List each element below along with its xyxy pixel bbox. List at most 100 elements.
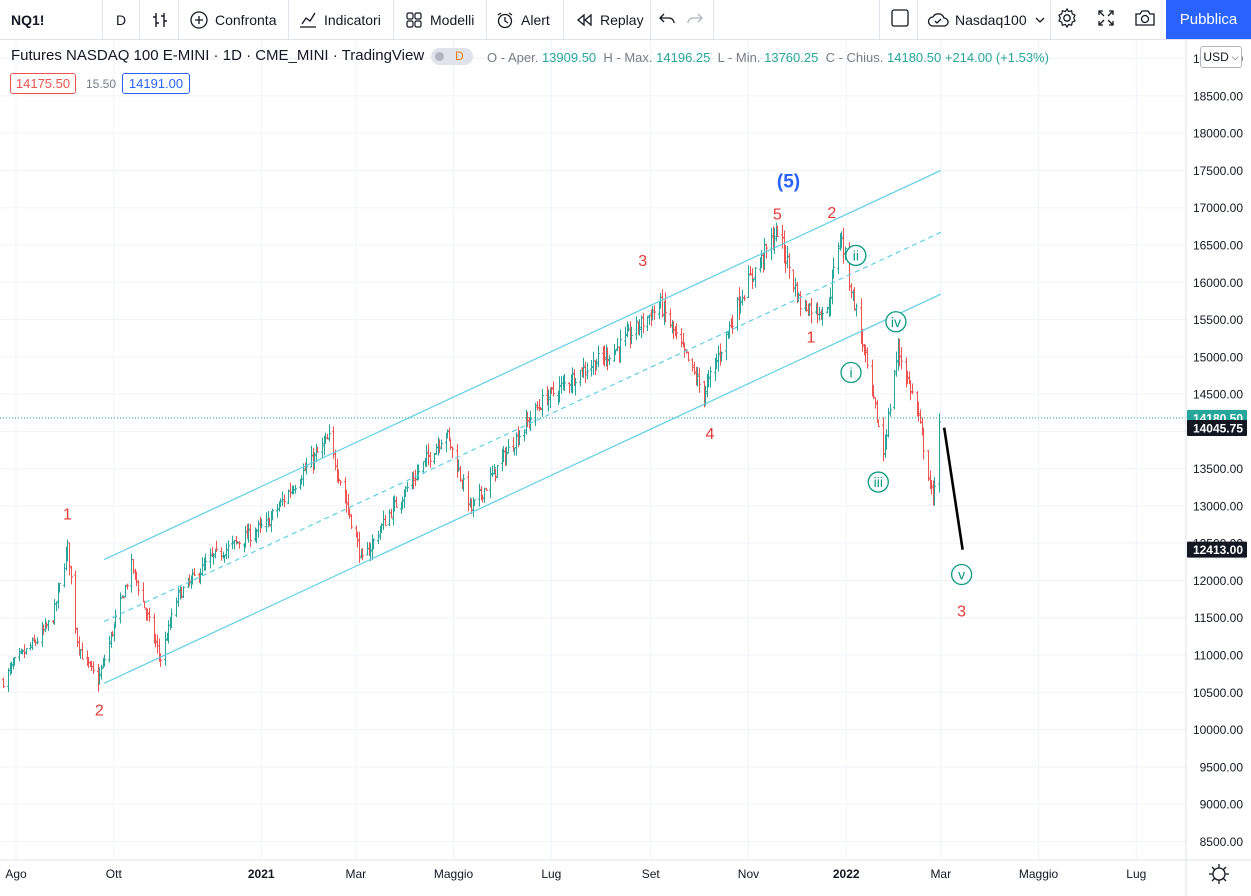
time-tick-label: Lug <box>1126 867 1146 881</box>
ohlc-bar <box>855 303 858 317</box>
symbol-search-button[interactable]: NQ1! <box>11 0 44 39</box>
channel-middle-line[interactable] <box>103 231 942 622</box>
ohlc-bar <box>31 637 34 651</box>
close-label: C - Chius. <box>825 50 884 65</box>
ohlc-bar <box>749 266 752 276</box>
ohlc-bar <box>98 667 101 685</box>
ohlc-bar <box>739 296 742 314</box>
ohlc-bar <box>283 494 286 508</box>
ohlc-bar <box>191 568 194 585</box>
ohlc-bar <box>92 661 95 674</box>
price-tick-label: 13000.00 <box>1193 499 1243 513</box>
ohlc-bar <box>45 621 48 629</box>
publish-button[interactable]: Pubblica <box>1166 0 1251 39</box>
time-tick-label: Maggio <box>1019 867 1059 881</box>
indicators-label: Indicatori <box>324 11 381 28</box>
ohlc-bar <box>720 351 723 362</box>
time-axis-settings-button[interactable] <box>1209 864 1229 884</box>
ohlc-bar <box>794 277 797 297</box>
wave-label: 2 <box>827 205 836 222</box>
ohlc-bar <box>864 344 867 363</box>
cloud-icon <box>927 10 949 30</box>
close-value: 14180.50 <box>887 50 942 65</box>
low-value: 13760.25 <box>764 50 819 65</box>
ohlc-bar <box>715 353 718 370</box>
undo-button[interactable] <box>657 0 677 39</box>
ohlc-bar <box>380 523 383 534</box>
ohlc-bar <box>236 541 239 544</box>
time-tick-label: Maggio <box>434 867 474 881</box>
ohlc-bar <box>473 499 476 507</box>
ohlc-bar <box>440 439 443 450</box>
channel-lower-line[interactable] <box>103 293 942 684</box>
ohlc-bar <box>763 238 766 270</box>
price-tick-label: 17000.00 <box>1193 201 1243 215</box>
layout-menu-button[interactable]: Nasdaq100 <box>927 0 1045 39</box>
templates-button[interactable]: Modelli <box>404 0 474 39</box>
ohlc-bar <box>2 677 5 689</box>
ohlc-bar <box>142 582 145 602</box>
buy-price-button[interactable]: 14191.00 <box>122 73 190 94</box>
open-value: 13909.50 <box>541 50 597 65</box>
ohlc-bar <box>137 580 140 596</box>
ohlc-bar <box>754 267 757 288</box>
time-tick-label: Lug <box>541 867 561 881</box>
ohlc-bar <box>810 298 813 324</box>
alarm-clock-icon <box>495 10 515 30</box>
chart-type-button[interactable] <box>150 0 176 39</box>
redo-button[interactable] <box>685 0 705 39</box>
wave-label: ii <box>853 247 859 263</box>
ohlc-bar <box>449 439 452 450</box>
rewind-icon <box>574 10 594 30</box>
ohlc-bar <box>893 370 896 410</box>
wave-label: 1 <box>807 330 816 347</box>
layout-name: Nasdaq100 <box>955 11 1027 28</box>
ohlc-bar <box>826 306 829 314</box>
open-label: O - Aper. <box>487 50 539 65</box>
redo-icon <box>685 8 705 31</box>
currency-selector[interactable]: USD ⌵ <box>1200 46 1242 68</box>
ohlc-bar <box>384 514 387 527</box>
ohlc-bar <box>776 225 779 238</box>
ohlc-bar <box>429 452 432 468</box>
data-status-badge[interactable]: D <box>431 48 473 65</box>
snapshot-button[interactable] <box>1134 0 1156 39</box>
projection-trend-line[interactable] <box>942 427 964 550</box>
ohlc-bar <box>289 482 292 499</box>
ohlc-bar <box>204 553 207 571</box>
ohlc-bar <box>895 351 898 377</box>
compare-button[interactable]: Confronta <box>189 0 276 39</box>
settings-button[interactable] <box>1056 0 1078 39</box>
wave-label: 4 <box>706 426 715 443</box>
ohlc-bar <box>526 412 529 428</box>
ohlc-bar <box>638 319 641 336</box>
ohlc-bar <box>614 349 617 355</box>
ohlc-bar <box>616 337 619 352</box>
alert-button[interactable]: Alert <box>495 0 550 39</box>
ohlc-bar <box>518 430 521 446</box>
ohlc-bar <box>390 508 393 519</box>
interval-button[interactable]: D <box>116 0 126 39</box>
chevron-down-icon: ⌵ <box>1231 51 1239 62</box>
expand-button[interactable] <box>1096 0 1116 39</box>
indicators-button[interactable]: Indicatori <box>298 0 381 39</box>
ohlc-bar <box>10 661 13 674</box>
replay-button[interactable]: Replay <box>574 0 644 39</box>
ohlc-bar <box>348 508 351 519</box>
ohlc-bar <box>547 389 550 412</box>
fullscreen-toggle-button[interactable] <box>890 0 910 39</box>
channel-upper-line[interactable] <box>103 169 942 561</box>
ohlc-bar <box>582 357 585 378</box>
ohlc-bar <box>457 459 460 472</box>
ohlc-bar <box>146 608 149 621</box>
ohlc-bar <box>603 345 606 367</box>
price-tick-label: 15500.00 <box>1193 313 1243 327</box>
sell-price-button[interactable]: 14175.50 <box>10 73 76 94</box>
ohlc-bar <box>529 410 532 432</box>
price-tick-label: 10500.00 <box>1193 686 1243 700</box>
ohlc-bar <box>906 370 909 385</box>
ohlc-bar <box>717 345 720 372</box>
ohlc-bar <box>743 295 746 301</box>
ohlc-bar <box>842 227 845 264</box>
